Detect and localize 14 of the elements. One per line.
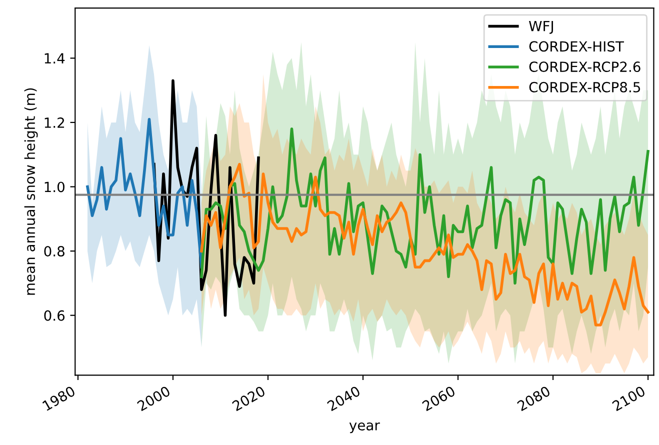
y-tick-label: 0.6	[44, 310, 65, 321]
y-tick-label: 1.4	[44, 53, 65, 64]
line-series	[200, 127, 650, 285]
legend-label: CORDEX-RCP2.6	[529, 62, 640, 72]
y-tick-label: 1.2	[44, 117, 64, 128]
y-tick-label: 0.8	[44, 246, 64, 257]
x-axis-title: year	[349, 422, 380, 434]
legend-label: WFJ	[528, 20, 553, 34]
y-axis-title: mean annual snow height (m)	[24, 88, 38, 295]
line-series	[86, 118, 203, 269]
y-tick-label: 1.0	[44, 182, 64, 192]
line-series	[200, 162, 650, 326]
legend-label: CORDEX-RCP8.5	[529, 82, 640, 92]
legend-label: CORDEX-HIST	[529, 41, 624, 52]
